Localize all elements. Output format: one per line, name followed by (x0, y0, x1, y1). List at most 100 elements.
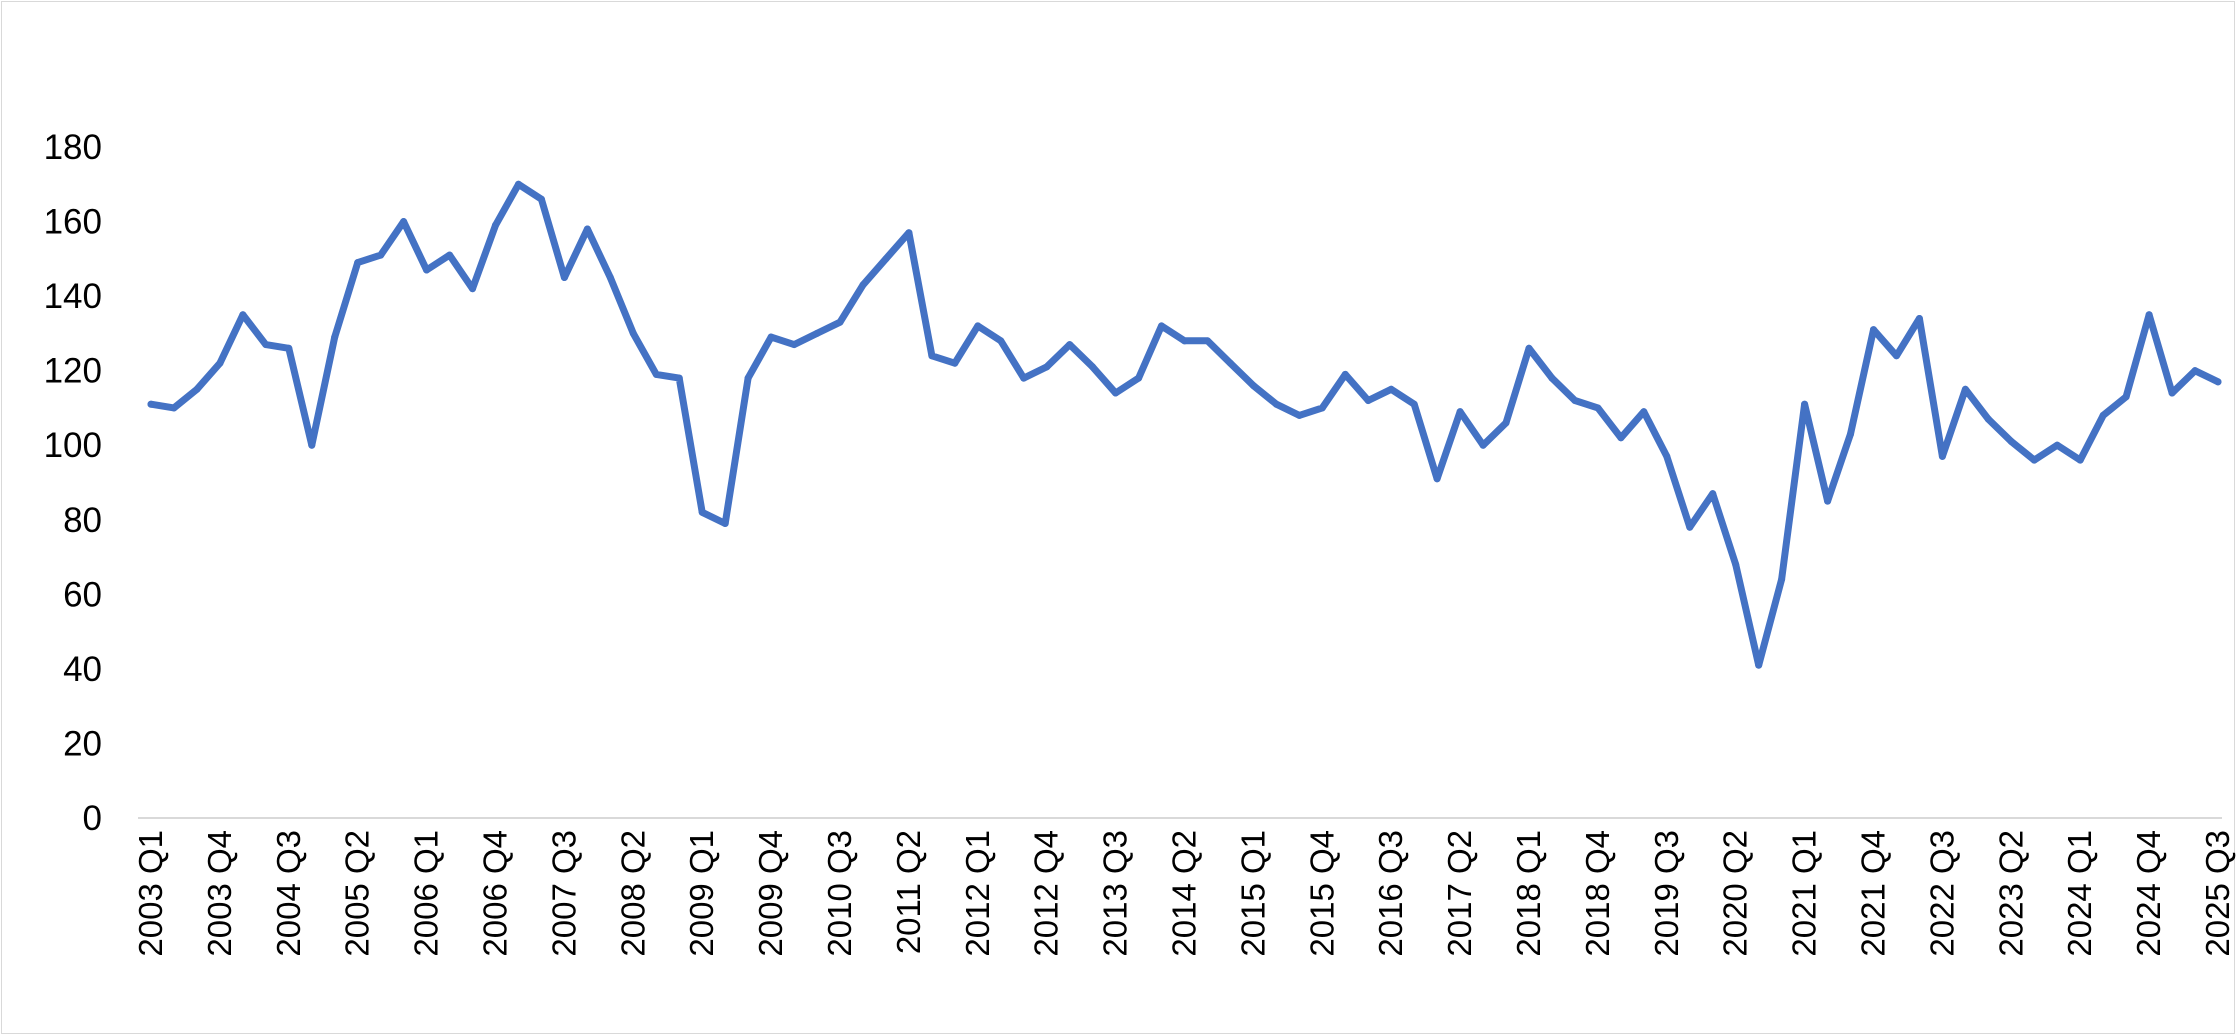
data-point (308, 441, 316, 449)
x-tick-label: 2014 Q2 (1166, 830, 1203, 957)
data-point (1938, 452, 1946, 460)
data-point (1272, 400, 1280, 408)
x-tick-label: 2025 Q3 (2199, 830, 2236, 957)
data-point (882, 255, 890, 263)
x-tick-label: 2012 Q1 (959, 830, 996, 957)
data-point (193, 385, 201, 393)
y-axis-tick-labels: 0 20 40 60 80 100 120 140 160 180 (44, 128, 102, 838)
data-point (859, 281, 867, 289)
y-tick-label: 140 (44, 277, 102, 316)
data-point (790, 341, 798, 349)
x-tick-label: 2024 Q1 (2061, 830, 2098, 957)
data-point (400, 218, 408, 226)
x-tick-label: 2007 Q3 (545, 830, 582, 957)
data-point (147, 400, 155, 408)
x-tick-label: 2011 Q2 (890, 830, 927, 954)
data-point (629, 329, 637, 337)
data-point (951, 359, 959, 367)
data-point (1181, 337, 1188, 345)
x-tick-label: 2004 Q3 (270, 830, 307, 957)
y-tick-label: 40 (63, 650, 102, 689)
x-tick-label: 2009 Q1 (683, 830, 720, 957)
data-point (170, 404, 178, 412)
data-point (997, 337, 1005, 345)
x-axis-tick-labels: 2003 Q1 2003 Q4 2004 Q3 2005 Q2 2006 Q1 2006 … (132, 830, 2236, 957)
data-point (1663, 452, 1671, 460)
x-tick-label: 2015 Q4 (1303, 830, 1340, 957)
data-point (285, 344, 293, 352)
data-point (1203, 337, 1211, 345)
data-point (1479, 441, 1487, 449)
data-point (560, 273, 568, 281)
data-point (1709, 490, 1717, 498)
x-tick-label: 2024 Q4 (2130, 830, 2167, 957)
x-tick-label: 2021 Q4 (1855, 830, 1892, 957)
data-point (905, 229, 913, 237)
data-point (1525, 344, 1533, 352)
x-tick-label: 2018 Q1 (1510, 830, 1547, 957)
y-tick-label: 80 (63, 501, 102, 540)
data-point (239, 311, 247, 319)
x-tick-label: 2021 Q1 (1786, 830, 1823, 957)
data-point (2099, 411, 2107, 419)
x-tick-label: 2010 Q3 (821, 830, 858, 957)
data-point (1870, 326, 1877, 334)
data-point (1089, 363, 1097, 371)
y-tick-label: 180 (44, 128, 102, 167)
data-point (1112, 389, 1120, 397)
x-tick-label: 2003 Q1 (132, 830, 169, 957)
data-point (354, 259, 362, 267)
data-point (1295, 411, 1303, 419)
x-tick-label: 2017 Q2 (1441, 830, 1478, 957)
data-point (469, 285, 477, 293)
data-point (1617, 434, 1625, 442)
data-point (2053, 441, 2061, 449)
data-point (2122, 393, 2130, 401)
data-point (216, 359, 224, 367)
data-point (2007, 437, 2015, 445)
data-point (1502, 419, 1510, 427)
data-point (1571, 396, 1579, 404)
x-tick-label: 2008 Q2 (614, 830, 651, 957)
x-tick-label: 2005 Q2 (339, 830, 376, 957)
data-point (2145, 311, 2153, 319)
data-point (698, 508, 706, 516)
y-tick-label: 160 (44, 203, 102, 242)
data-point (423, 266, 431, 274)
data-point (1915, 314, 1923, 322)
data-point (1640, 408, 1648, 416)
x-tick-label: 2016 Q3 (1372, 830, 1409, 957)
data-point (1020, 374, 1028, 382)
y-tick-label: 0 (83, 799, 102, 838)
data-point (377, 251, 385, 259)
data-point (1778, 575, 1786, 583)
data-point (2214, 378, 2222, 386)
data-point (262, 341, 270, 349)
x-tick-label: 2009 Q4 (752, 830, 789, 957)
data-point (1456, 408, 1464, 416)
data-point (606, 273, 614, 281)
data-point (1801, 400, 1809, 408)
data-point (492, 221, 499, 229)
data-point (767, 333, 775, 341)
data-point (1043, 363, 1051, 371)
data-point (1341, 370, 1349, 378)
x-tick-label: 2012 Q4 (1028, 830, 1065, 957)
data-point (1847, 430, 1855, 438)
data-point (1433, 475, 1441, 483)
x-tick-label: 2023 Q2 (1992, 830, 2029, 957)
data-point (1824, 497, 1832, 505)
data-point (1158, 322, 1166, 330)
data-point (836, 318, 844, 326)
data-point (721, 520, 729, 528)
data-point (514, 180, 522, 188)
data-point (1686, 523, 1694, 531)
data-point (2191, 367, 2199, 375)
data-point (2030, 456, 2038, 464)
data-point (974, 322, 982, 330)
data-point (2076, 456, 2084, 464)
data-point (1410, 400, 1418, 408)
series-line (147, 180, 2222, 669)
